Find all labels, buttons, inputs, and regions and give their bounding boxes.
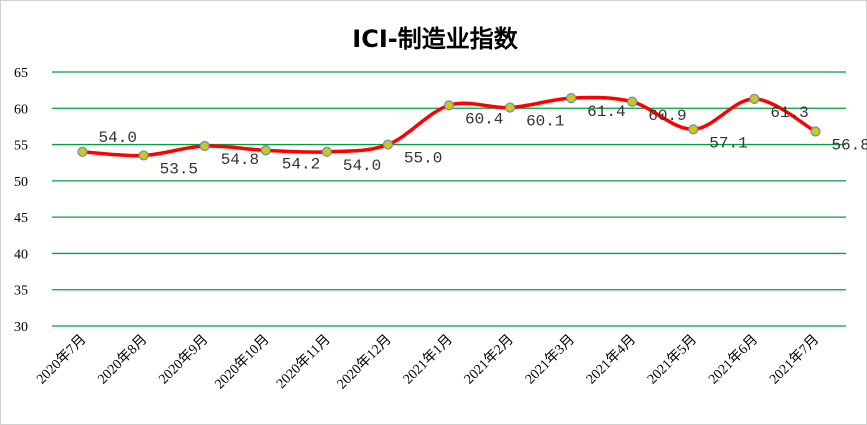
data-label: 61.4 <box>587 103 625 121</box>
data-label: 56.8 <box>831 137 867 155</box>
y-tick-label: 40 <box>14 247 28 262</box>
data-label: 55.0 <box>404 150 442 168</box>
y-tick-label: 60 <box>14 102 28 117</box>
data-label: 54.0 <box>343 157 381 175</box>
data-label: 54.2 <box>282 155 320 173</box>
data-label: 54.0 <box>99 129 137 147</box>
marker <box>321 146 332 157</box>
data-label: 60.4 <box>465 110 503 128</box>
marker <box>810 126 821 137</box>
y-tick-label: 55 <box>14 139 28 154</box>
marker <box>199 140 210 152</box>
data-label: 60.1 <box>526 113 564 131</box>
data-label: 57.1 <box>709 134 747 152</box>
data-label: 60.9 <box>648 107 686 125</box>
marker <box>77 146 88 157</box>
marker <box>443 100 455 111</box>
data-label: 53.5 <box>160 160 198 178</box>
marker <box>504 102 516 113</box>
data-label: 61.3 <box>770 104 808 122</box>
marker <box>138 150 149 161</box>
marker <box>749 93 760 104</box>
y-tick-label: 65 <box>14 66 28 81</box>
chart-title: ICI-制造业指数 <box>352 25 518 53</box>
y-tick-label: 30 <box>14 320 28 335</box>
marker <box>566 93 577 104</box>
y-tick-label: 45 <box>14 211 28 226</box>
data-label: 54.8 <box>221 151 259 169</box>
marker <box>382 139 394 150</box>
y-tick-label: 35 <box>14 284 28 299</box>
y-tick-label: 50 <box>14 175 28 190</box>
marker <box>627 96 638 107</box>
marker <box>260 145 271 156</box>
marker <box>688 124 699 135</box>
